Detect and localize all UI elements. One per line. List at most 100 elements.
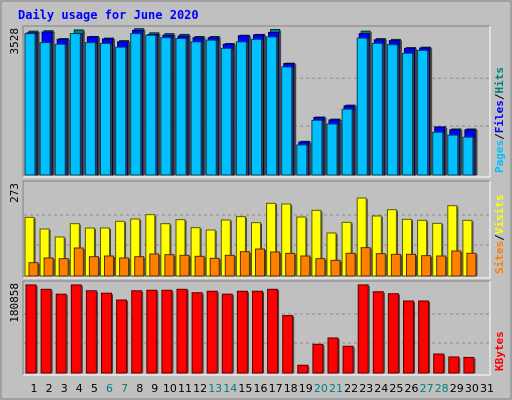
bar-kbytes-day-9 (146, 289, 158, 374)
x-tick-label-day-13: 13 (208, 382, 222, 395)
bar-sites-day-14 (224, 254, 235, 277)
bar-pages-day-21 (326, 123, 338, 176)
y-max-label: 3528 (8, 28, 21, 55)
bar-kbytes-day-24 (372, 291, 384, 374)
bar-pages-day-1 (24, 33, 36, 176)
x-tick-label-day-28: 28 (435, 382, 449, 395)
y-max-label: 180858 (8, 283, 21, 323)
bar-pages-day-28 (432, 131, 444, 176)
bar-sites-day-9 (149, 253, 160, 277)
bar-kbytes-day-25 (387, 293, 399, 374)
bar-pages-day-29 (447, 134, 459, 176)
legend-separator: / (493, 234, 506, 241)
x-tick-label-day-6: 6 (106, 382, 113, 395)
bar-sites-day-26 (406, 253, 416, 277)
legend-files: Files (493, 100, 506, 133)
x-tick-label-day-26: 26 (405, 382, 419, 395)
bar-pages-day-17 (266, 36, 278, 176)
x-tick-label-day-12: 12 (193, 382, 207, 395)
x-axis-labels: 1 2 3 4 5 6 7 8 9 10 11 12 13 14 15 16 17 18 19 20 21 22 23 24 2… (31, 382, 495, 395)
legend-kbytes: KBytes (493, 331, 506, 371)
bar-sites-day-5 (88, 256, 99, 277)
bar-sites-day-22 (345, 252, 356, 277)
series-kbytes (25, 284, 476, 374)
panel-kbytes: 180858 KBytes (8, 280, 506, 376)
chart-title: Daily usage for June 2020 (18, 8, 199, 22)
bar-pages-day-6 (100, 42, 111, 176)
bar-sites-day-25 (390, 253, 401, 277)
x-tick-label-day-29: 29 (450, 382, 464, 395)
bar-kbytes-day-16 (252, 290, 263, 374)
legend-separator: / (493, 133, 506, 140)
bar-kbytes-day-7 (116, 299, 128, 374)
bar-pages-day-25 (386, 44, 398, 176)
bar-pages-day-14 (220, 47, 232, 176)
bar-sites-day-6 (104, 255, 114, 277)
x-tick-label-day-24: 24 (374, 382, 388, 395)
legend-pages: Pages (493, 140, 506, 173)
x-tick-label-day-30: 30 (465, 382, 479, 395)
bar-sites-day-13 (209, 257, 220, 277)
x-tick-label-day-15: 15 (238, 382, 252, 395)
bar-sites-day-11 (179, 254, 190, 277)
bar-kbytes-day-17 (267, 288, 279, 374)
bar-pages-day-27 (417, 49, 429, 176)
legend-text: KBytes (493, 331, 506, 371)
bar-kbytes-day-30 (463, 356, 475, 374)
bar-pages-day-7 (115, 46, 127, 176)
bar-pages-day-11 (175, 38, 187, 176)
bar-sites-day-8 (134, 256, 145, 277)
bar-sites-day-10 (164, 254, 175, 277)
bar-pages-day-12 (190, 41, 202, 176)
x-tick-label-day-8: 8 (136, 382, 143, 395)
bar-kbytes-day-21 (327, 337, 339, 374)
legend-hits: Hits (493, 67, 506, 94)
x-tick-label-day-7: 7 (121, 382, 128, 395)
bar-pages-day-3 (54, 43, 66, 176)
bar-pages-day-5 (84, 42, 96, 176)
bar-kbytes-day-22 (342, 345, 354, 374)
bar-sites-day-12 (194, 255, 205, 277)
bar-pages-day-23 (356, 37, 368, 176)
bar-pages-day-20 (311, 119, 323, 176)
bar-kbytes-day-3 (55, 293, 67, 374)
bar-sites-day-7 (119, 257, 130, 277)
x-tick-label-day-14: 14 (223, 382, 237, 395)
x-tick-label-day-2: 2 (46, 382, 53, 395)
bar-sites-day-2 (43, 257, 54, 277)
bar-sites-day-20 (315, 258, 326, 277)
legend-visits_sites: Sites/Visits (493, 195, 506, 275)
bar-pages-day-18 (281, 66, 293, 176)
bar-pages-day-10 (160, 37, 172, 176)
bar-sites-day-3 (58, 258, 69, 277)
bar-kbytes-day-8 (131, 290, 143, 374)
x-tick-label-day-9: 9 (151, 382, 158, 395)
bar-sites-day-28 (436, 255, 447, 277)
x-tick-label-day-10: 10 (163, 382, 177, 395)
legend-sites: Sites (493, 241, 506, 274)
bar-pages-day-26 (402, 52, 413, 176)
x-tick-label-day-17: 17 (269, 382, 283, 395)
bar-kbytes-day-19 (297, 364, 309, 374)
bar-kbytes-day-23 (357, 284, 369, 374)
x-tick-label-day-16: 16 (254, 382, 268, 395)
bar-sites-day-19 (300, 255, 311, 277)
bar-pages-day-22 (341, 108, 353, 176)
series-sites (28, 247, 478, 277)
bar-kbytes-day-26 (403, 300, 414, 374)
bar-kbytes-day-18 (282, 315, 294, 374)
bar-kbytes-day-13 (206, 290, 218, 374)
bar-sites-day-24 (375, 253, 386, 277)
bar-pages-day-15 (235, 41, 247, 176)
bar-kbytes-day-27 (418, 300, 430, 374)
bar-sites-day-17 (270, 251, 281, 277)
x-tick-label-day-11: 11 (178, 382, 192, 395)
bar-sites-day-15 (239, 251, 250, 277)
bar-pages-day-13 (205, 39, 217, 176)
x-tick-label-day-19: 19 (299, 382, 313, 395)
legend-pages_files_hits: Pages/Files/Hits (493, 67, 506, 173)
x-tick-label-day-25: 25 (389, 382, 403, 395)
